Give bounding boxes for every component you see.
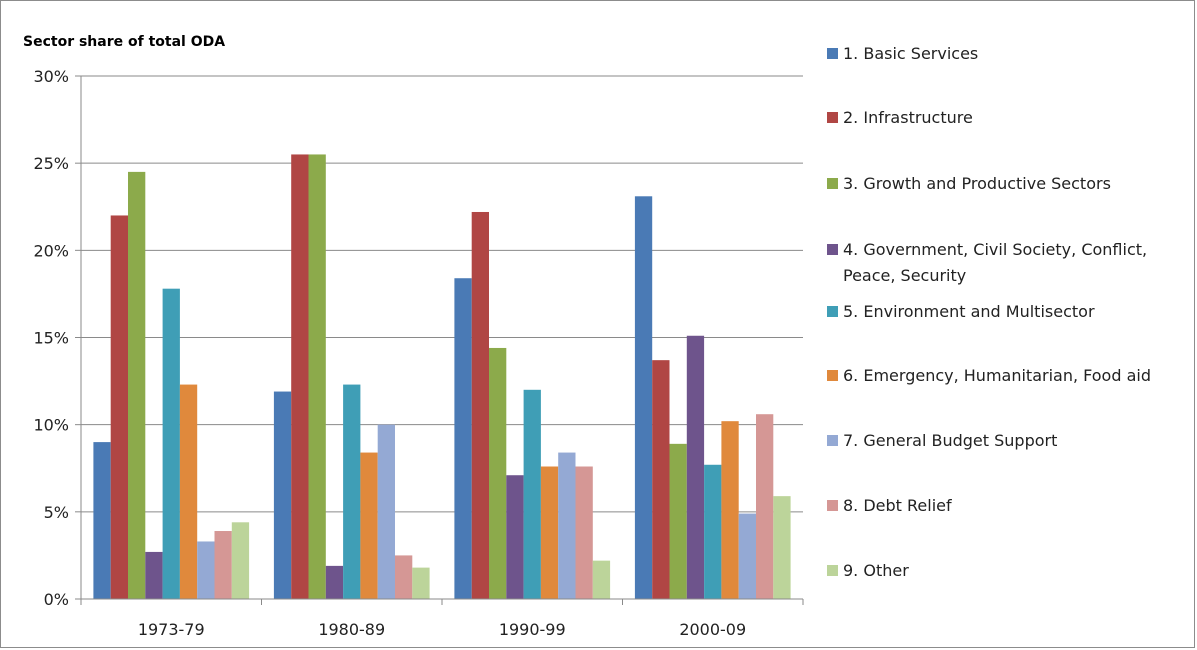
bars <box>93 154 791 600</box>
legend-label: 2. Infrastructure <box>843 108 973 127</box>
bar <box>652 360 670 599</box>
bar <box>162 288 180 599</box>
legend-swatch <box>827 244 838 255</box>
bar <box>540 466 559 599</box>
bar <box>110 215 128 599</box>
bar <box>575 466 593 599</box>
legend-swatch <box>827 48 838 59</box>
legend-item: 4. Government, Civil Society, Conflict, P… <box>827 240 1147 285</box>
legend-label: 1. Basic Services <box>843 44 978 63</box>
bar <box>145 551 163 599</box>
bar <box>291 154 309 599</box>
bar <box>360 452 378 599</box>
bar <box>454 278 472 599</box>
legend-item: 9. Other <box>827 561 909 580</box>
gridlines <box>75 75 803 600</box>
x-tick-label: 1990-99 <box>499 620 566 639</box>
legend-item: 6. Emergency, Humanitarian, Food aid <box>827 366 1151 385</box>
bar <box>377 424 395 599</box>
legend-item: 1. Basic Services <box>827 44 978 63</box>
legend: 1. Basic Services 2. Infrastructure 3. Gro… <box>827 44 1151 580</box>
bar <box>325 565 344 599</box>
legend-swatch <box>827 565 838 576</box>
y-tick-label: 25% <box>33 154 69 173</box>
legend-label: 4. Government, Civil Society, Conflict, P… <box>843 240 1147 285</box>
bar <box>308 154 326 599</box>
bar <box>395 555 413 599</box>
legend-label: 3. Growth and Productive Sectors <box>843 174 1111 193</box>
x-axis-tick-labels: 1973-79 1980-89 1990-99 2000-09 <box>138 620 746 639</box>
bar <box>738 513 756 599</box>
bar <box>592 560 611 599</box>
bar <box>634 196 653 600</box>
legend-item: 2. Infrastructure <box>827 108 973 127</box>
bar <box>471 211 489 600</box>
legend-item: 7. General Budget Support <box>827 431 1057 450</box>
x-tick-label: 1980-89 <box>318 620 385 639</box>
bar <box>686 335 705 599</box>
chart-title: Sector share of total ODA <box>23 34 225 50</box>
x-tick-label: 1973-79 <box>138 620 205 639</box>
legend-swatch <box>827 178 838 189</box>
bar <box>669 443 687 599</box>
y-tick-label: 20% <box>33 241 69 260</box>
x-tick-label: 2000-09 <box>679 620 746 639</box>
legend-swatch <box>827 435 838 446</box>
legend-item: 8. Debt Relief <box>827 496 952 515</box>
bar <box>721 421 739 599</box>
y-tick-label: 15% <box>33 329 69 348</box>
bar <box>489 347 507 599</box>
legend-item: 3. Growth and Productive Sectors <box>827 174 1111 193</box>
legend-swatch <box>827 370 838 381</box>
bar <box>773 496 791 599</box>
legend-label: 5. Environment and Multisector <box>843 302 1095 321</box>
bar <box>523 389 541 599</box>
bar <box>231 522 250 599</box>
axes <box>80 76 804 605</box>
y-tick-label: 10% <box>33 416 69 435</box>
legend-swatch <box>827 112 838 123</box>
bar <box>343 384 361 599</box>
bar <box>704 464 722 599</box>
bar <box>179 384 198 599</box>
y-tick-label: 30% <box>33 67 69 86</box>
bar <box>506 475 524 599</box>
legend-label: 6. Emergency, Humanitarian, Food aid <box>843 366 1151 385</box>
bar <box>128 171 146 599</box>
legend-label: 8. Debt Relief <box>843 496 952 515</box>
bar <box>756 414 774 599</box>
legend-swatch <box>827 306 838 317</box>
legend-label: 7. General Budget Support <box>843 431 1057 450</box>
bar <box>197 541 215 599</box>
legend-item: 5. Environment and Multisector <box>827 302 1095 321</box>
bar <box>558 452 576 599</box>
y-tick-label: 5% <box>44 503 69 522</box>
bar <box>93 442 111 599</box>
bar <box>273 391 292 599</box>
bar <box>214 531 232 599</box>
legend-label: 9. Other <box>843 561 909 580</box>
bar <box>412 567 430 599</box>
y-axis-tick-labels: 0% 5% 10% 15% 20% 25% 30% <box>33 67 69 609</box>
legend-swatch <box>827 500 838 511</box>
y-tick-label: 0% <box>44 590 69 609</box>
